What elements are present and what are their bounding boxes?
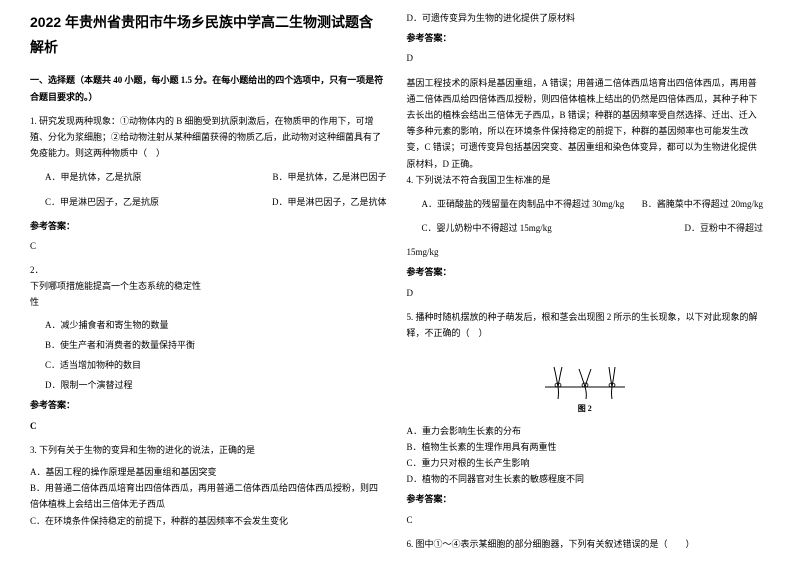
q3-answer: D	[407, 50, 764, 66]
q2-optD: D．限制一个演替过程	[30, 377, 387, 393]
q4-optA: A．亚硝酸盐的残留量在肉制品中不得超过 30mg/kg	[422, 196, 625, 212]
question-2: 下列哪项措施能提高一个生态系统的稳定性 性	[30, 278, 387, 310]
q3-text: 3. 下列有关于生物的变异和生物的进化的说法，正确的是	[30, 442, 387, 458]
seedling-diagram	[540, 347, 630, 402]
q5-answer-label: 参考答案：	[407, 491, 764, 507]
q5-optC: C．重力只对根的生长产生影响	[407, 455, 764, 471]
q1-text: 1. 研究发现两种现象：①动物体内的 B 细胞受到抗原刺激后，在物质甲的作用下，…	[30, 113, 387, 162]
question-6: 6. 图中①～④表示某细胞的部分细胞器，下列有关叙述错误的是（ ）	[407, 536, 764, 552]
q3-optA: A．基因工程的操作原理是基因重组和基因突变	[30, 464, 387, 480]
q5-optB: B．植物生长素的生理作用具有两重性	[407, 439, 764, 455]
figure-caption: 图 2	[407, 402, 764, 416]
q4-options-row2: C．婴儿奶粉中不得超过 15mg/kg D．豆粉中不得超过	[407, 220, 764, 236]
q2-text: 下列哪项措施能提高一个生态系统的稳定性	[30, 278, 387, 294]
q3-optD: D．可遗传变异为生物的进化提供了原材料	[407, 10, 764, 26]
q1-options-row1: A．甲是抗体，乙是抗原 B．甲是抗体，乙是淋巴因子	[30, 169, 387, 185]
q1-options-row2: C．甲是淋巴因子，乙是抗原 D．甲是淋巴因子，乙是抗体	[30, 194, 387, 210]
section-header: 一、选择题（本题共 40 小题，每小题 1.5 分。在每小题给出的四个选项中，只…	[30, 72, 387, 104]
q3-optB: B．用普通二倍体西瓜培育出四倍体西瓜，再用普通二倍体西瓜给四倍体西瓜授粉，则四倍…	[30, 480, 387, 512]
q5-optD: D．植物的不同器官对生长素的敏感程度不同	[407, 471, 764, 487]
q1-answer: C	[30, 238, 387, 254]
q4-optD: D．豆粉中不得超过	[685, 220, 764, 236]
question-1: 1. 研究发现两种现象：①动物体内的 B 细胞受到抗原刺激后，在物质甲的作用下，…	[30, 113, 387, 162]
q5-answer: C	[407, 512, 764, 528]
q4-extra: 15mg/kg	[407, 244, 764, 260]
q1-optA: A．甲是抗体，乙是抗原	[45, 169, 142, 185]
q2-answer: C	[30, 418, 387, 434]
q2-answer-label: 参考答案：	[30, 397, 387, 413]
q5-optA: A．重力会影响生长素的分布	[407, 423, 764, 439]
question-5: 5. 播种时随机摆放的种子萌发后，根和茎会出现图 2 所示的生长现象，以下对此现…	[407, 309, 764, 341]
q2-optA: A．减少捕食者和寄生物的数量	[30, 317, 387, 333]
page-title: 2022 年贵州省贵阳市牛场乡民族中学高二生物测试题含解析	[30, 10, 387, 60]
q1-optC: C．甲是淋巴因子，乙是抗原	[45, 194, 159, 210]
q4-answer-label: 参考答案：	[407, 264, 764, 280]
question-3: 3. 下列有关于生物的变异和生物的进化的说法，正确的是	[30, 442, 387, 458]
q2-xing: 性	[30, 294, 387, 310]
q3-answer-label: 参考答案：	[407, 30, 764, 46]
q4-text: 4. 下列说法不符合我国卫生标准的是	[407, 172, 764, 188]
q4-optC: C．婴儿奶粉中不得超过 15mg/kg	[422, 220, 552, 236]
left-column: 2022 年贵州省贵阳市牛场乡民族中学高二生物测试题含解析 一、选择题（本题共 …	[20, 10, 397, 551]
q1-answer-label: 参考答案：	[30, 218, 387, 234]
q2-num: 2．	[30, 262, 387, 278]
right-column: D．可遗传变异为生物的进化提供了原材料 参考答案： D 基因工程技术的原料是基因…	[397, 10, 774, 551]
q2-optC: C．适当增加物种的数目	[30, 357, 387, 373]
q5-text: 5. 播种时随机摆放的种子萌发后，根和茎会出现图 2 所示的生长现象，以下对此现…	[407, 309, 764, 341]
q6-text: 6. 图中①～④表示某细胞的部分细胞器，下列有关叙述错误的是（ ）	[407, 536, 764, 552]
q4-optB: B．酱腌菜中不得超过 20mg/kg	[642, 196, 763, 212]
question-4: 4. 下列说法不符合我国卫生标准的是	[407, 172, 764, 188]
figure-2: 图 2	[407, 347, 764, 416]
q4-answer: D	[407, 285, 764, 301]
q3-optC: C．在环境条件保持稳定的前提下，种群的基因频率不会发生变化	[30, 513, 387, 529]
q1-optD: D．甲是淋巴因子，乙是抗体	[272, 194, 387, 210]
q2-optB: B．使生产者和消费者的数量保持平衡	[30, 337, 387, 353]
q3-explanation: 基因工程技术的原料是基因重组，A 错误；用普通二倍体西瓜培育出四倍体西瓜，再用普…	[407, 75, 764, 172]
q4-options-row1: A．亚硝酸盐的残留量在肉制品中不得超过 30mg/kg B．酱腌菜中不得超过 2…	[407, 196, 764, 212]
q1-optB: B．甲是抗体，乙是淋巴因子	[272, 169, 386, 185]
